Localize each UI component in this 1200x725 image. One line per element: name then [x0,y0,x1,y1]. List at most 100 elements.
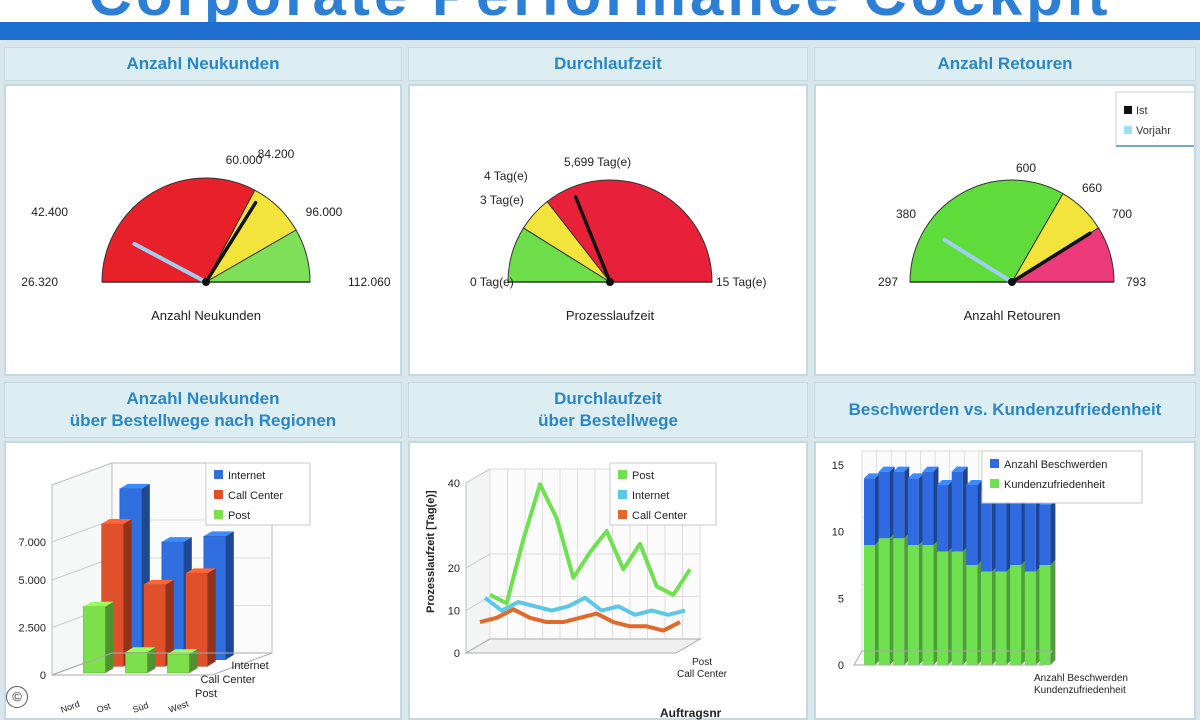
legend-box [205,462,311,526]
legend-swatch [1124,106,1132,114]
bar-kundenzufriedenheit [878,538,890,665]
y-tick-label: 40 [448,478,460,490]
bar-kundenzufriedenheit [966,565,978,665]
legend-label: Ist [1136,105,1148,117]
bar-anzahl-beschwerden [893,471,905,539]
bar-anzahl-beschwerden [1024,498,1036,572]
header-durchlaufzeit-bestellwege[interactable]: Durchlaufzeit über Bestellwege [408,382,808,438]
y-tick-label: 20 [448,563,460,575]
gauge-tick-label: 3 Tag(e) [480,193,524,207]
header-label: Anzahl Retouren [937,54,1073,73]
bar-top [966,480,983,485]
bar-top [125,647,156,653]
header-line-2: über Bestellwege nach Regionen [69,411,337,430]
gauge-tick-label: 4 Tag(e) [484,169,528,183]
bar-post [167,653,190,674]
header-line-2: über Bestellwege [538,411,678,430]
bar-kundenzufriedenheit [1039,565,1051,665]
y-tick-label: 7.000 [18,537,46,549]
bar-top [951,466,968,472]
panel-gauge-durchlaufzeit: 0 Tag(e) 3 Tag(e) 4 Tag(e) 5,699 Tag(e) 15 T… [408,84,808,376]
bar-top [922,466,939,472]
gridline [465,468,491,484]
gauge-tick-label: 380 [896,207,916,221]
depth-label: Call Center [200,674,255,686]
y-tick-label: 0 [40,670,46,682]
bar-top [143,579,174,585]
header-label: Anzahl Neukunden [126,54,280,73]
bar-post [125,651,148,674]
legend-swatch [618,490,627,499]
chart-floor [464,638,702,654]
gauge-hub [202,278,210,286]
header-durchlaufzeit[interactable]: Durchlaufzeit [408,47,808,81]
bar-kundenzufriedenheit [1010,565,1022,665]
bar-anzahl-beschwerden [864,478,875,545]
gauge-needle-ist [204,200,258,284]
y-tick-label: 2.500 [18,623,46,635]
x-tick-label: Süd [131,700,149,715]
bar-anzahl-beschwerden [995,491,1007,572]
header-label: Durchlaufzeit [554,54,662,73]
header-neukunden-bestellwege[interactable]: Anzahl Neukunden über Bestellwege nach R… [4,382,402,438]
bar-side [1050,500,1056,565]
bar-anzahl-beschwerden [907,478,919,545]
bar-top [864,473,880,479]
legend-box [1115,91,1197,147]
gauge-tick-label: 84.200 [258,147,295,161]
bar-anzahl-beschwerden [980,491,992,572]
depth-label: Anzahl Beschwerden [1034,673,1128,684]
gauge-tick-label: 600 [1016,161,1036,175]
header-line-1: Beschwerden vs. Kundenzufriedenheit [848,400,1162,419]
y-tick-label: 10 [832,527,844,539]
chart-neukunden-bars: 0 2.500 5.000 7.000 Internet Call Center Post I… [18,462,311,715]
bar-top [937,480,954,485]
legend-label: Internet [632,490,669,502]
header-anzahl-retouren[interactable]: Anzahl Retouren [814,47,1196,81]
bar-kundenzufriedenheit [937,551,949,665]
bar-anzahl-beschwerden [878,471,890,539]
legend-box [981,450,1143,504]
legend-swatch [990,479,999,488]
depth-label: Post [195,688,217,700]
y-tick-label: 5 [838,593,844,605]
y-tick-label: 0 [838,660,844,672]
bar-top [161,537,192,542]
bar-side [225,531,234,660]
gauge-title: Anzahl Retouren [964,308,1061,323]
y-axis-label: Prozesslaufzeit [Tag(e)] [425,490,437,613]
banner-title: Corporate Performance Cockpit [0,0,1200,22]
header-line-1: Durchlaufzeit [554,389,662,408]
gauge-tick-label: 297 [878,275,898,289]
gridline [465,553,491,569]
bar-kundenzufriedenheit [980,571,992,665]
legend-swatch [990,459,999,468]
x-axis-label: Auftragsnr [660,706,722,720]
gauge-zone [909,179,1064,283]
gauge-tick-label: 42.400 [31,205,68,219]
legend-label: Call Center [632,510,687,522]
gauge-tick-label: 60.000 [226,153,263,167]
line-call-center [479,607,681,633]
bar-anzahl-beschwerden [966,485,978,565]
legend-swatch [214,490,223,499]
gauge-retouren: 297 380 600 660 700 793 Anzahl Retouren Ist Vorj… [878,91,1197,323]
legend-label: Kundenzufriedenheit [1004,479,1105,491]
header-line-1: Anzahl Neukunden [126,389,280,408]
gauge-tick-label: 96.000 [306,205,343,219]
bar-post [83,606,106,674]
chart-durchlaufzeit-lines: 0 10 20 40 Prozesslaufzeit [Tag(e)] Post Inter… [425,462,728,720]
header-beschwerden[interactable]: Beschwerden vs. Kundenzufriedenheit [814,382,1196,438]
gauge-tick-label: 112.060 [348,275,391,289]
gauge-durchlaufzeit: 0 Tag(e) 3 Tag(e) 4 Tag(e) 5,699 Tag(e) 15 T… [470,155,766,323]
y-tick-label: 5.000 [18,575,46,587]
gauge-needle-ist [573,195,612,284]
legend-label: Call Center [228,490,283,502]
gauge-tick-label: 660 [1082,181,1102,195]
bar-anzahl-beschwerden [951,471,963,552]
legend-label: Vorjahr [1136,125,1171,137]
bar-kundenzufriedenheit [864,545,875,665]
header-anzahl-neukunden[interactable]: Anzahl Neukunden [4,47,402,81]
